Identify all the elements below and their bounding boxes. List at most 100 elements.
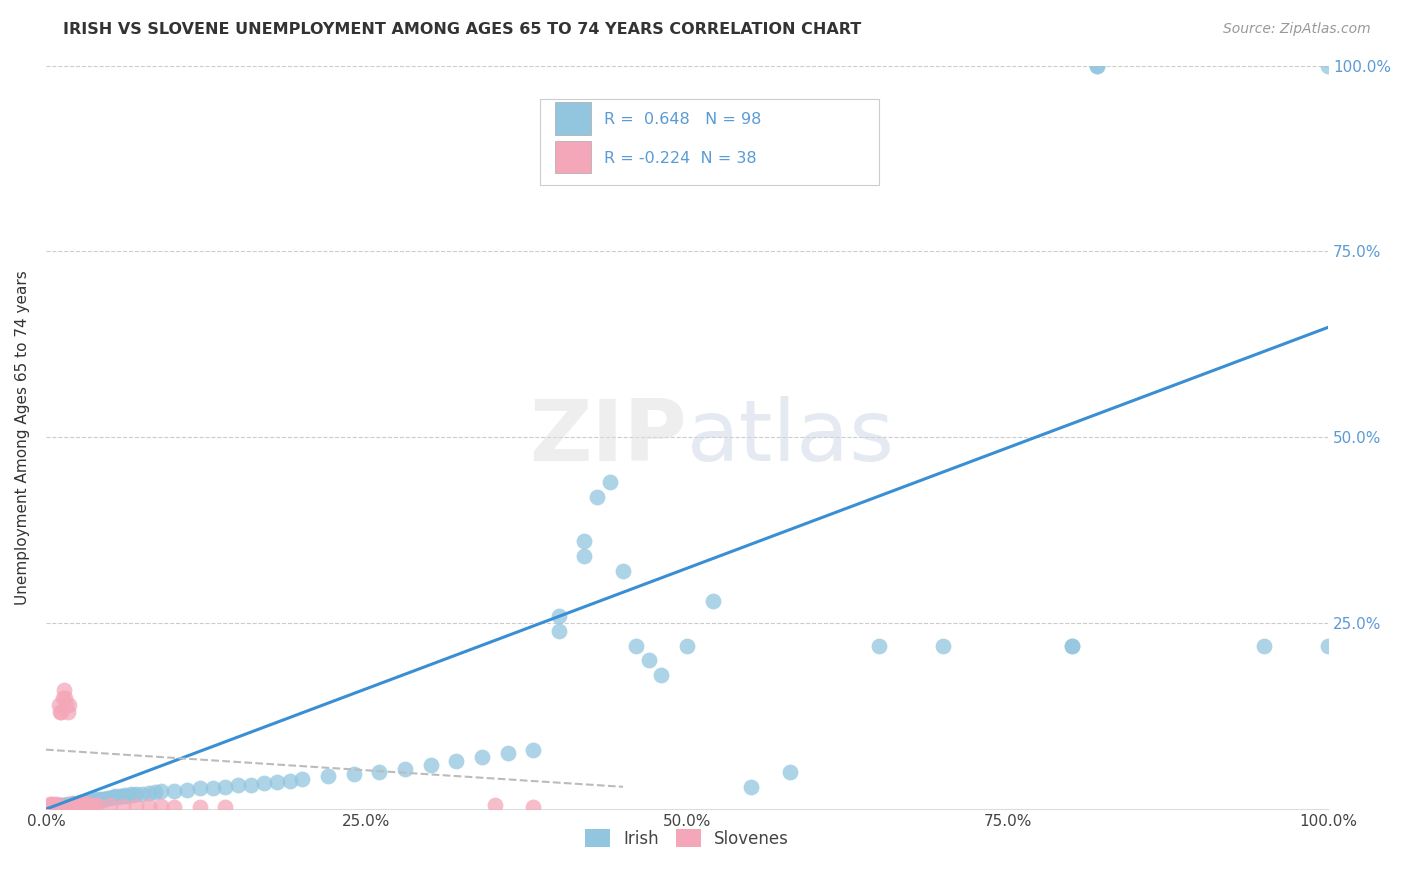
Point bbox=[394, 762, 416, 776]
Point bbox=[63, 797, 86, 811]
Legend: Irish, Slovenes: Irish, Slovenes bbox=[578, 822, 796, 855]
Point bbox=[125, 799, 148, 814]
Point bbox=[163, 800, 186, 814]
Point bbox=[599, 475, 621, 489]
Point bbox=[59, 798, 82, 813]
Point bbox=[214, 800, 236, 814]
Point bbox=[676, 639, 699, 653]
Point bbox=[547, 608, 569, 623]
Point bbox=[77, 796, 100, 810]
Point bbox=[586, 490, 609, 504]
Point bbox=[63, 797, 86, 811]
Point bbox=[176, 782, 198, 797]
Point bbox=[44, 798, 66, 813]
Point bbox=[51, 797, 73, 812]
Point bbox=[117, 789, 139, 803]
Point bbox=[522, 800, 544, 814]
Point bbox=[62, 796, 84, 810]
Point bbox=[1060, 639, 1083, 653]
Point bbox=[574, 549, 596, 564]
Point bbox=[70, 796, 93, 810]
Text: atlas: atlas bbox=[688, 396, 896, 479]
Point bbox=[42, 800, 65, 814]
Point bbox=[87, 793, 110, 807]
Point bbox=[45, 797, 67, 811]
Point bbox=[80, 796, 103, 810]
Point bbox=[59, 797, 82, 812]
Point bbox=[89, 794, 111, 808]
Point bbox=[104, 789, 127, 804]
Point bbox=[1085, 59, 1108, 73]
Point bbox=[201, 780, 224, 795]
Bar bbox=[555, 141, 591, 173]
Point bbox=[96, 791, 118, 805]
Point bbox=[58, 698, 80, 712]
Point bbox=[1060, 639, 1083, 653]
Point bbox=[76, 797, 98, 811]
Point bbox=[60, 798, 83, 813]
Point bbox=[82, 798, 104, 813]
Point bbox=[55, 698, 77, 712]
Point bbox=[316, 769, 339, 783]
Point bbox=[343, 767, 366, 781]
Point bbox=[484, 798, 506, 813]
Point bbox=[637, 653, 659, 667]
Point bbox=[52, 690, 75, 705]
Point bbox=[60, 797, 83, 812]
Point bbox=[56, 797, 79, 811]
Point bbox=[46, 797, 69, 812]
Point bbox=[90, 792, 112, 806]
Point bbox=[138, 786, 160, 800]
Point bbox=[740, 780, 762, 794]
Point bbox=[66, 796, 89, 810]
Point bbox=[131, 787, 153, 801]
Point bbox=[86, 792, 108, 806]
Bar bbox=[555, 102, 591, 135]
Text: IRISH VS SLOVENE UNEMPLOYMENT AMONG AGES 65 TO 74 YEARS CORRELATION CHART: IRISH VS SLOVENE UNEMPLOYMENT AMONG AGES… bbox=[63, 22, 862, 37]
Point bbox=[253, 776, 276, 790]
Point bbox=[73, 796, 96, 810]
Point bbox=[120, 787, 142, 801]
Point bbox=[163, 783, 186, 797]
Point bbox=[150, 799, 173, 814]
Point bbox=[266, 775, 288, 789]
Text: Source: ZipAtlas.com: Source: ZipAtlas.com bbox=[1223, 22, 1371, 37]
Point bbox=[48, 799, 70, 814]
Point bbox=[496, 747, 519, 761]
Point bbox=[53, 797, 76, 812]
Point bbox=[58, 797, 80, 812]
Point bbox=[111, 799, 134, 814]
Point bbox=[547, 624, 569, 638]
Point bbox=[868, 639, 890, 653]
Point bbox=[51, 706, 73, 720]
Point bbox=[67, 796, 90, 810]
Point bbox=[65, 797, 87, 812]
Point bbox=[66, 797, 89, 812]
Point bbox=[702, 594, 724, 608]
Point bbox=[76, 795, 98, 809]
Point bbox=[1253, 639, 1275, 653]
Point bbox=[41, 797, 63, 811]
Point bbox=[60, 797, 83, 811]
Point bbox=[522, 742, 544, 756]
Point bbox=[52, 799, 75, 814]
Point bbox=[138, 799, 160, 814]
Point bbox=[82, 794, 104, 808]
Text: R =  0.648   N = 98: R = 0.648 N = 98 bbox=[603, 112, 761, 128]
Point bbox=[110, 789, 132, 803]
Text: R = -0.224  N = 38: R = -0.224 N = 38 bbox=[603, 151, 756, 166]
Point bbox=[446, 754, 468, 768]
Point bbox=[69, 796, 91, 810]
Point bbox=[93, 791, 115, 805]
Point bbox=[1317, 639, 1340, 653]
Point bbox=[98, 798, 121, 813]
Point bbox=[79, 795, 101, 809]
Point bbox=[84, 794, 107, 808]
Point bbox=[42, 797, 65, 812]
FancyBboxPatch shape bbox=[540, 99, 879, 185]
Point bbox=[932, 639, 955, 653]
Point bbox=[41, 799, 63, 814]
Point bbox=[150, 784, 173, 798]
Point bbox=[291, 772, 314, 787]
Point bbox=[114, 788, 136, 802]
